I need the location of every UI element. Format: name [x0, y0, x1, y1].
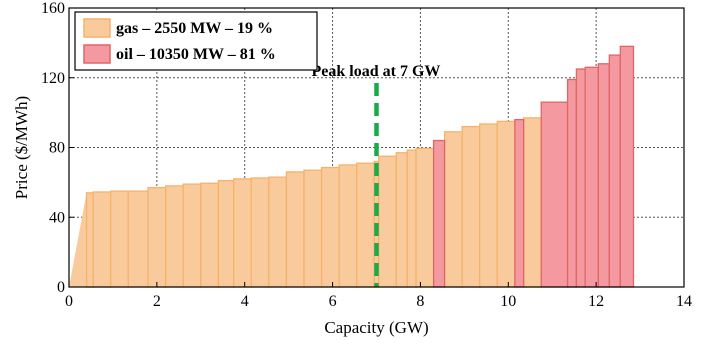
gas-bar-3 — [127, 190, 149, 288]
gas-bar-13 — [303, 169, 323, 288]
gas-bar-11 — [268, 176, 288, 288]
oil-bar-2 — [540, 101, 569, 288]
oil-bar-3 — [566, 78, 578, 288]
legend: gas – 2550 MW – 19 % oil – 10350 MW – 81… — [74, 11, 318, 71]
gas-bar-6 — [182, 183, 202, 288]
gas-bar-16 — [356, 162, 375, 288]
legend-label-gas: gas – 2550 MW – 19 % — [116, 20, 273, 37]
y-axis-label: Price ($/MWh) — [12, 96, 31, 199]
x-tick-label-4: 8 — [416, 293, 424, 310]
gas-bar-26 — [523, 117, 542, 288]
gas-bar-8 — [217, 179, 235, 288]
x-axis-label: Capacity (GW) — [324, 318, 428, 337]
x-tick-label-1: 2 — [153, 293, 161, 310]
x-tick-label-3: 6 — [329, 293, 337, 310]
oil-bar-6 — [597, 63, 610, 288]
gas-bar-14 — [320, 166, 340, 288]
peak-load-label: Peak load at 7 GW — [312, 63, 441, 80]
gas-bar-4 — [147, 186, 167, 288]
gas-bar-1 — [92, 191, 112, 288]
legend-swatch-oil — [83, 44, 111, 64]
gas-bar-23 — [461, 125, 481, 288]
gas-bar-2 — [110, 190, 129, 288]
y-tick-label-3: 120 — [41, 70, 65, 87]
gas-bar-21 — [415, 147, 435, 288]
gas-bar-7 — [200, 182, 220, 288]
x-tick-label-5: 10 — [500, 293, 516, 310]
y-tick-label-4: 160 — [41, 0, 65, 17]
oil-bar-5 — [584, 66, 599, 288]
gas-bar-24 — [479, 123, 498, 288]
y-tick-label-2: 80 — [49, 140, 65, 157]
oil-bar-4 — [575, 68, 586, 288]
oil-bar-8 — [619, 45, 635, 288]
gas-bar-12 — [285, 171, 305, 288]
ramp-area — [69, 192, 87, 287]
x-tick-label-7: 14 — [676, 293, 692, 310]
bars — [85, 45, 635, 288]
gas-bar-15 — [338, 164, 358, 288]
x-tick-label-2: 4 — [241, 293, 249, 310]
oil-bar-7 — [608, 54, 621, 288]
gas-bar-18 — [378, 155, 397, 288]
x-axis-ticks: 0 2 4 6 8 10 12 14 — [65, 282, 692, 310]
peak-load-annotation: Peak load at 7 GW — [312, 63, 441, 287]
gas-bar-5 — [164, 185, 184, 288]
y-tick-label-1: 40 — [49, 209, 65, 226]
y-axis-ticks: 0 40 80 120 160 — [41, 0, 74, 296]
gas-bar-20 — [406, 149, 417, 288]
x-tick-label-6: 12 — [588, 293, 604, 310]
legend-swatch-gas — [83, 18, 111, 38]
x-tick-label-0: 0 — [65, 293, 73, 310]
oil-bar-0 — [432, 139, 446, 288]
gas-bar-19 — [395, 152, 408, 288]
gas-bar-9 — [233, 178, 252, 288]
gas-bar-10 — [250, 177, 270, 288]
gas-bar-22 — [443, 131, 463, 288]
gas-bar-0 — [85, 192, 94, 288]
legend-box — [74, 11, 318, 71]
y-tick-label-0: 0 — [57, 279, 65, 296]
gas-bar-25 — [496, 120, 516, 288]
legend-label-oil: oil – 10350 MW – 81 % — [116, 46, 276, 63]
ramp-shape — [69, 192, 87, 287]
oil-bar-1 — [514, 118, 525, 288]
